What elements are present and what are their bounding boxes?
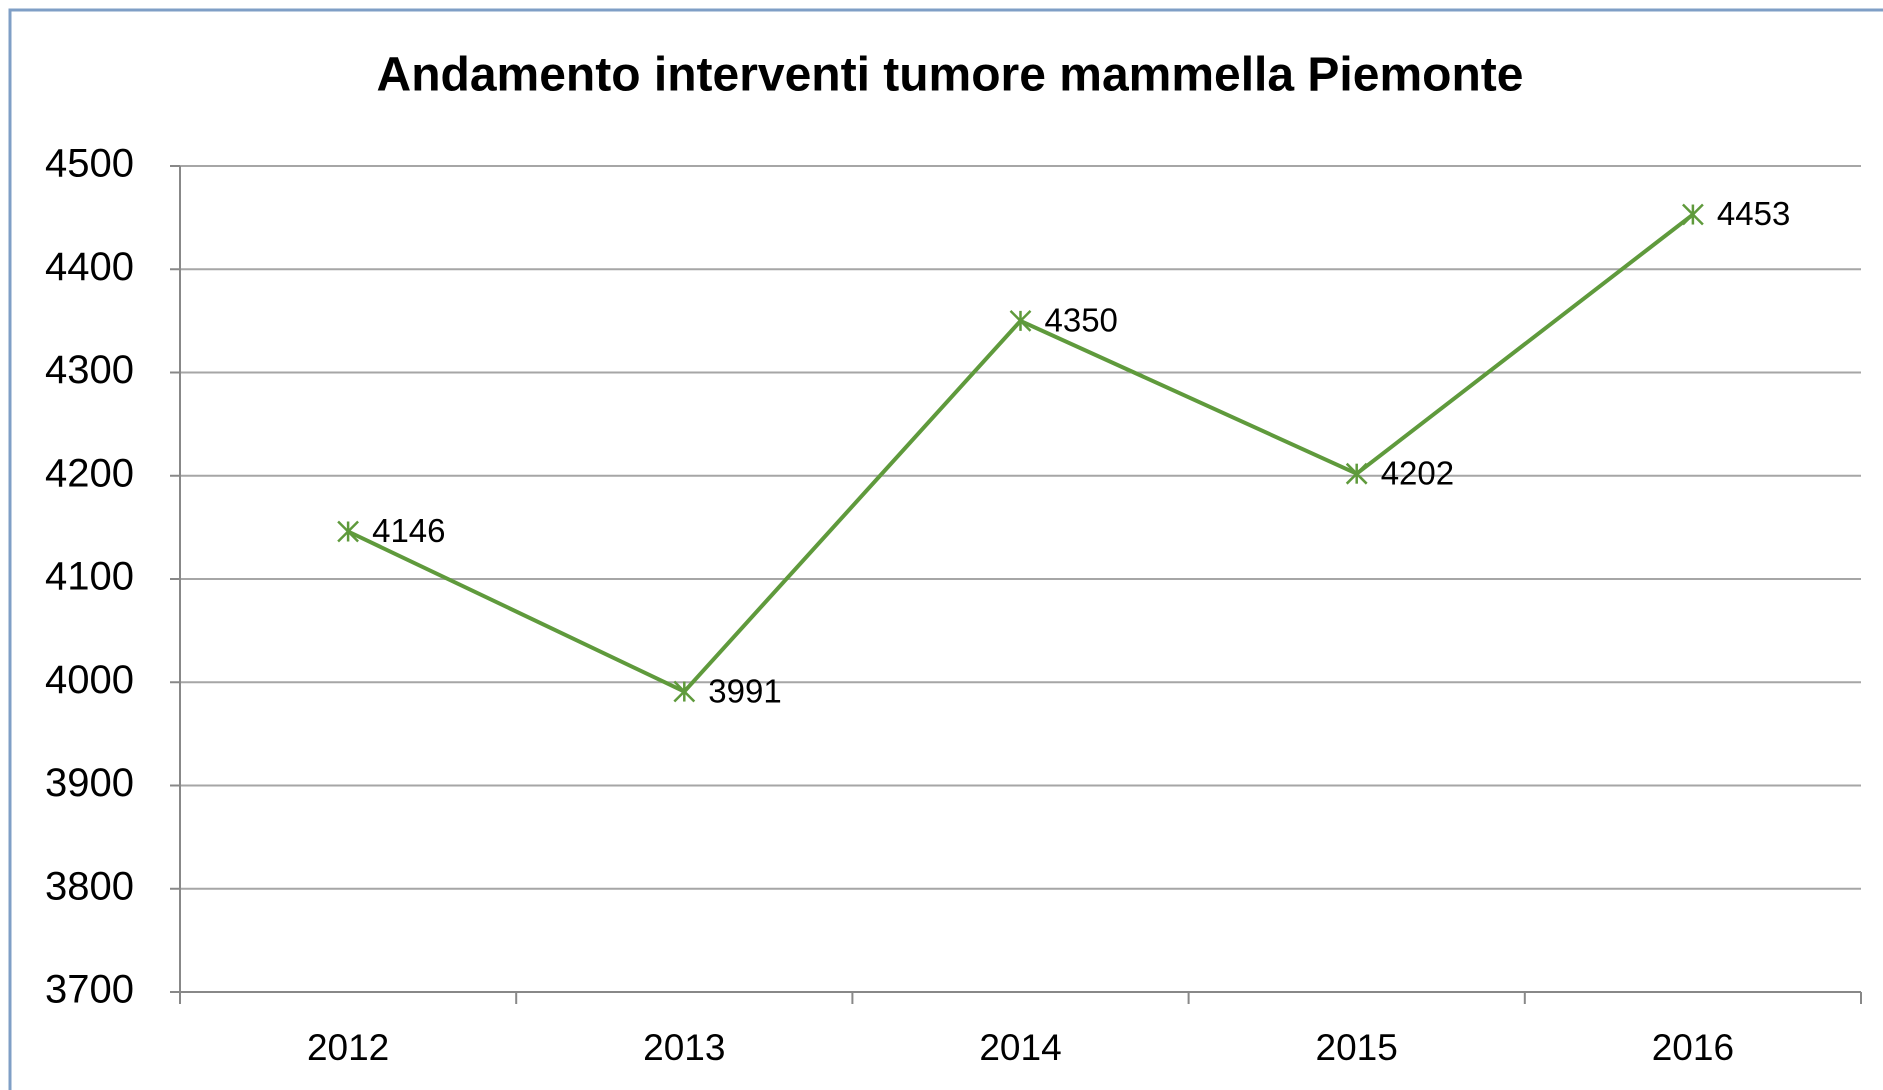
marker: [1009, 309, 1032, 332]
y-tick-label: 4300: [45, 348, 134, 392]
y-tick-label: 3800: [45, 864, 134, 908]
y-tick-label: 3900: [45, 761, 134, 805]
x-tick-label: 2016: [1652, 1027, 1734, 1068]
chart-title: Andamento interventi tumore mammella Pie…: [377, 49, 1524, 102]
x-tick-label: 2015: [1316, 1027, 1398, 1068]
data-label: 4202: [1381, 454, 1454, 491]
chart-frame: [8, 8, 1883, 1090]
data-label: 4453: [1717, 195, 1790, 232]
x-tick-label: 2012: [307, 1027, 389, 1068]
y-tick-label: 3700: [45, 968, 134, 1012]
data-label: 3991: [708, 672, 781, 709]
y-tick-label: 4400: [45, 245, 134, 289]
y-tick-label: 4200: [45, 451, 134, 495]
x-tick-label: 2014: [979, 1027, 1061, 1068]
data-label: 4146: [372, 512, 445, 549]
x-tick-label: 2013: [643, 1027, 725, 1068]
y-tick-label: 4000: [45, 658, 134, 702]
y-tick-label: 4500: [45, 142, 134, 186]
marker: [1682, 203, 1704, 226]
marker: [337, 520, 359, 543]
y-tick-label: 4100: [45, 555, 134, 599]
marker: [1345, 462, 1368, 485]
marker: [673, 680, 696, 703]
data-label: 4350: [1045, 302, 1118, 339]
line: [347, 212, 1695, 694]
